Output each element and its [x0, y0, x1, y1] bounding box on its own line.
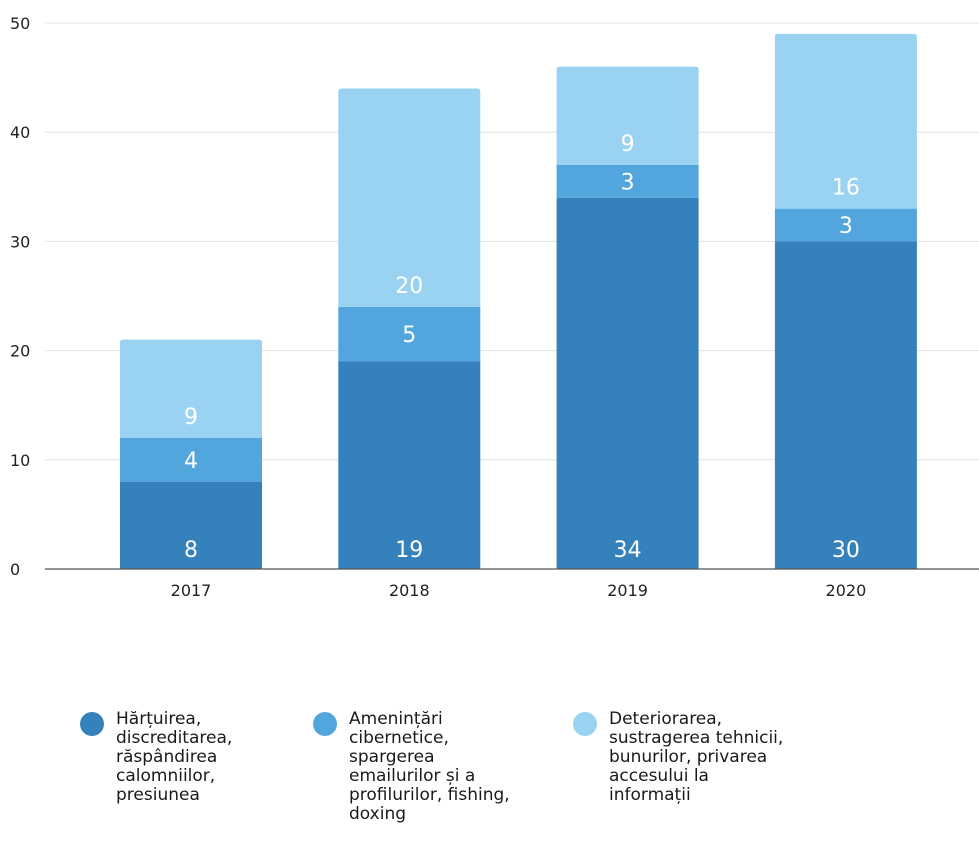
bar-segment	[774, 33, 917, 209]
y-tick-label: 0	[10, 560, 20, 579]
bar-segment	[338, 88, 481, 307]
legend-item-harassment: Hărțuirea, discreditarea, răspândirea ca…	[80, 710, 290, 805]
bars	[120, 33, 917, 569]
data-label: 16	[832, 176, 860, 201]
data-label: 3	[621, 170, 635, 195]
bar-segment	[556, 164, 699, 198]
bar-segment	[120, 437, 262, 482]
legend-label: Hărțuirea, discreditarea, răspândirea ca…	[116, 709, 233, 805]
y-tick-label: 30	[10, 232, 30, 251]
bar-segment	[120, 339, 262, 438]
bar-segment	[338, 306, 481, 362]
data-label: 19	[395, 538, 423, 563]
x-tick-label: 2017	[171, 581, 212, 600]
data-label: 9	[621, 132, 635, 157]
y-tick-label: 10	[10, 451, 30, 470]
data-label: 8	[184, 538, 198, 563]
x-axis-ticks: 2017 2018 2019 2020	[171, 581, 867, 600]
bar-segment	[774, 208, 917, 242]
y-tick-label: 40	[10, 123, 30, 142]
legend: Hărțuirea, discreditarea, răspândirea ca…	[0, 708, 979, 843]
legend-dot-icon	[313, 712, 337, 736]
bar-segment	[556, 66, 699, 165]
data-label: 34	[614, 538, 642, 563]
legend-label: Amenințări cibernetice, spargerea emailu…	[349, 709, 510, 824]
bar-segment	[774, 241, 917, 569]
data-label: 4	[184, 449, 198, 474]
y-axis-ticks: 0 10 20 30 40 50	[10, 14, 30, 579]
data-labels: 8 4 9 19 5 20 34 3 9 30 3 16	[184, 132, 860, 563]
legend-dot-icon	[573, 712, 597, 736]
y-tick-label: 50	[10, 14, 30, 33]
legend-label: Deteriorarea, sustragerea tehnicii, bunu…	[609, 709, 784, 805]
data-label: 9	[184, 405, 198, 430]
data-label: 3	[839, 214, 853, 239]
data-label: 30	[832, 538, 860, 563]
data-label: 20	[395, 274, 423, 299]
x-tick-label: 2018	[389, 581, 430, 600]
legend-dot-icon	[80, 712, 104, 736]
x-tick-label: 2019	[607, 581, 648, 600]
y-tick-label: 20	[10, 342, 30, 361]
bar-segment	[120, 481, 262, 569]
bar-segment	[556, 197, 699, 569]
legend-item-cyber: Amenințări cibernetice, spargerea emailu…	[313, 710, 553, 824]
bar-segment	[338, 361, 481, 569]
legend-item-property: Deteriorarea, sustragerea tehnicii, bunu…	[573, 710, 833, 805]
data-label: 5	[402, 323, 416, 348]
x-tick-label: 2020	[826, 581, 867, 600]
